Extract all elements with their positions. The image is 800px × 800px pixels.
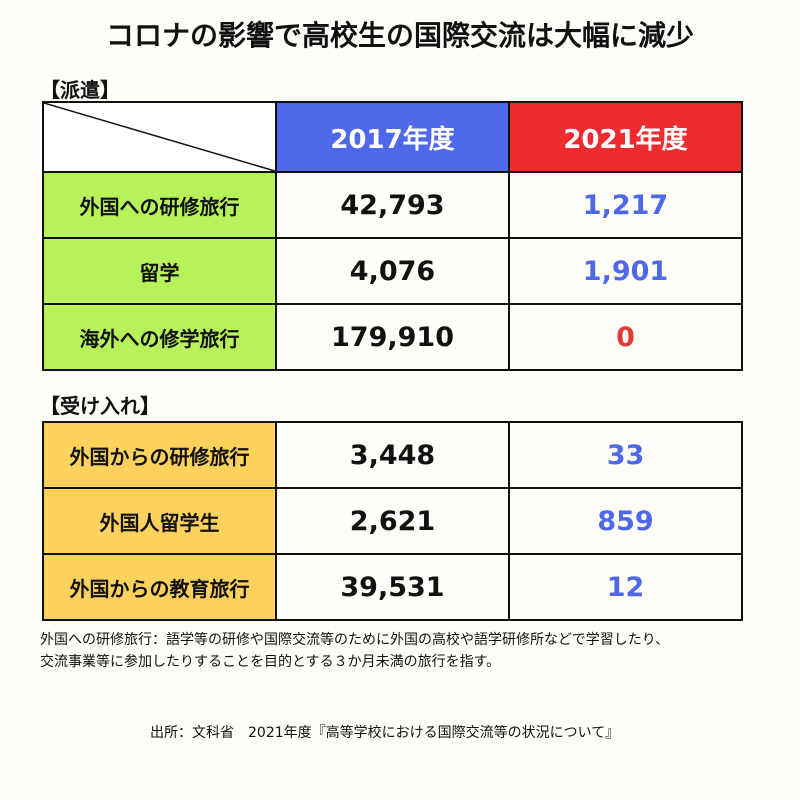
table-row: 外国への研修旅行 42,793 1,217 [42,171,743,239]
value-2017: 3,448 [275,421,510,489]
value-2017: 42,793 [275,171,510,239]
table-header-row: 2017年度 2021年度 [42,101,743,173]
accept-table: 外国からの研修旅行 3,448 33 外国人留学生 2,621 859 外国から… [42,421,743,621]
footnote: 外国への研修旅行：語学等の研修や国際交流等のために外国の高校や語学研修所などで学… [40,629,780,673]
row-label: 外国からの研修旅行 [42,421,277,489]
table-row: 海外への修学旅行 179,910 0 [42,303,743,371]
value-2021: 859 [508,487,743,555]
value-2021: 1,217 [508,171,743,239]
section-label-dispatch: 【派遣】 [40,78,120,102]
source-citation: 出所：文科省 2021年度『高等学校における国際交流等の状況について』 [150,725,620,741]
footnote-line-1: 外国への研修旅行：語学等の研修や国際交流等のために外国の高校や語学研修所などで学… [40,632,670,648]
table-row: 外国からの研修旅行 3,448 33 [42,421,743,489]
table-row: 留学 4,076 1,901 [42,237,743,305]
dispatch-table: 2017年度 2021年度 外国への研修旅行 42,793 1,217 留学 4… [42,101,743,371]
value-2021: 1,901 [508,237,743,305]
footnote-line-2: 交流事業等に参加したりすることを目的とする３か月未満の旅行を指す。 [40,654,501,670]
row-label: 外国への研修旅行 [42,171,277,239]
value-2017: 179,910 [275,303,510,371]
row-label: 外国からの教育旅行 [42,553,277,621]
section-label-accept: 【受け入れ】 [40,394,160,418]
page-title: コロナの影響で高校生の国際交流は大幅に減少 [105,19,694,52]
value-2021: 0 [508,303,743,371]
value-2017: 4,076 [275,237,510,305]
value-2017: 39,531 [275,553,510,621]
diagonal-header-cell [42,101,277,173]
table-row: 外国人留学生 2,621 859 [42,487,743,555]
row-label: 海外への修学旅行 [42,303,277,371]
column-header-2021: 2021年度 [508,101,743,173]
diagonal-line [44,103,275,171]
value-2021: 33 [508,421,743,489]
row-label: 留学 [42,237,277,305]
column-header-2017: 2017年度 [275,101,510,173]
table-row: 外国からの教育旅行 39,531 12 [42,553,743,621]
row-label: 外国人留学生 [42,487,277,555]
value-2021: 12 [508,553,743,621]
value-2017: 2,621 [275,487,510,555]
